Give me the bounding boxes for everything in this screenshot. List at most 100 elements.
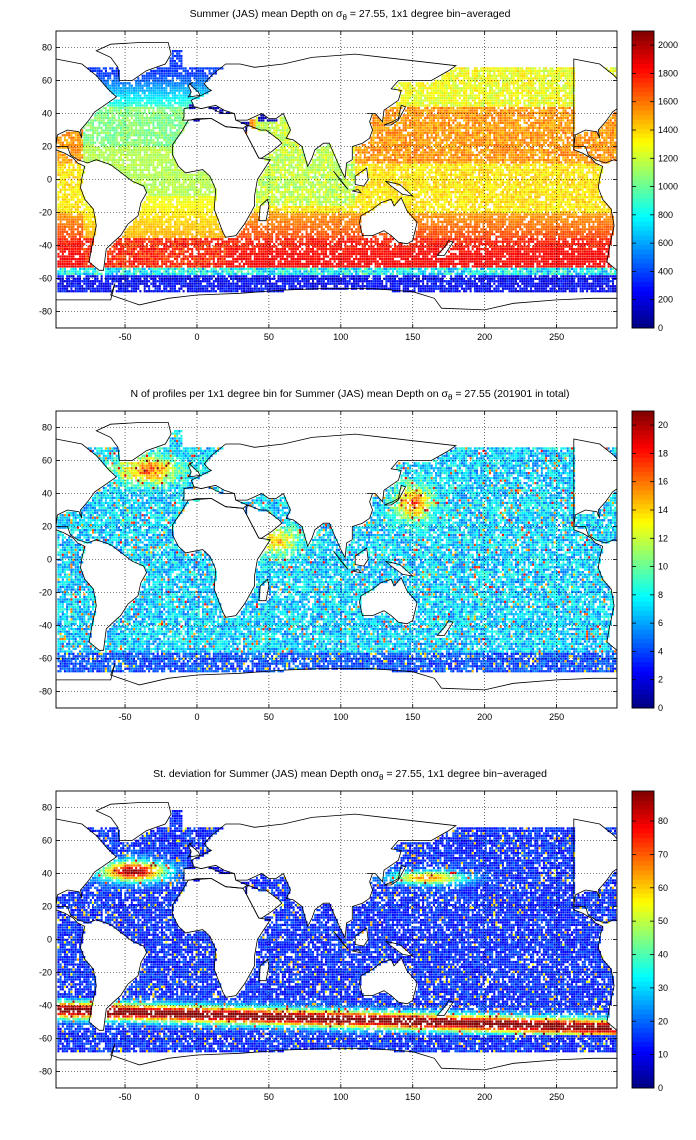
heatmap-cell xyxy=(366,149,369,152)
heatmap-cell xyxy=(284,124,287,127)
heatmap-cell xyxy=(174,62,177,65)
heatmap-cell xyxy=(549,74,552,77)
heatmap-cell xyxy=(130,158,133,162)
heatmap-cell xyxy=(113,119,116,122)
heatmap-cell xyxy=(154,82,157,85)
heatmap-cell xyxy=(286,144,289,147)
heatmap-cell xyxy=(139,156,142,159)
heatmap-cell xyxy=(609,141,612,144)
heatmap-cell xyxy=(558,97,561,100)
heatmap-cell xyxy=(398,106,401,110)
heatmap-cell xyxy=(558,99,561,102)
heatmap-cell xyxy=(171,67,174,70)
heatmap-cell xyxy=(260,121,263,125)
heatmap-cell xyxy=(551,131,554,134)
heatmap-cell xyxy=(92,124,95,127)
heatmap-cell xyxy=(452,114,455,117)
heatmap-cell xyxy=(452,141,455,144)
heatmap-cell xyxy=(568,131,571,134)
heatmap-cell xyxy=(504,72,507,75)
heatmap-cell xyxy=(560,67,563,70)
heatmap-cell xyxy=(499,116,502,120)
heatmap-cell xyxy=(92,149,95,152)
heatmap-cell xyxy=(456,92,459,95)
heatmap-cell xyxy=(128,94,131,97)
heatmap-cell xyxy=(551,158,554,162)
heatmap-cell xyxy=(115,77,118,80)
heatmap-cell xyxy=(171,84,174,87)
heatmap-cell xyxy=(428,144,431,147)
heatmap-cell xyxy=(150,149,153,152)
heatmap-cell xyxy=(126,102,129,105)
heatmap-cell xyxy=(191,106,194,110)
heatmap-cell xyxy=(152,102,155,105)
heatmap-cell xyxy=(547,111,550,115)
heatmap-cell xyxy=(491,116,494,120)
heatmap-cell xyxy=(120,82,123,85)
heatmap-cell xyxy=(497,129,500,132)
heatmap-cell xyxy=(553,144,556,147)
heatmap-cell xyxy=(107,77,110,80)
heatmap-cell xyxy=(178,126,181,129)
heatmap-cell xyxy=(486,79,489,82)
heatmap-cell xyxy=(510,146,513,149)
heatmap-cell xyxy=(536,149,539,152)
heatmap-cell xyxy=(411,139,414,142)
heatmap-cell xyxy=(359,146,362,149)
heatmap-cell xyxy=(411,89,414,92)
heatmap-cell xyxy=(551,116,554,120)
heatmap-cell xyxy=(497,82,500,85)
heatmap-cell xyxy=(435,102,438,105)
heatmap-cell xyxy=(98,121,101,125)
heatmap-cell xyxy=(109,102,112,105)
heatmap-cell xyxy=(426,129,429,132)
heatmap-cell xyxy=(124,146,127,149)
heatmap-cell xyxy=(467,104,470,107)
heatmap-cell xyxy=(163,121,166,125)
heatmap-cell xyxy=(463,124,466,127)
heatmap-cell xyxy=(113,72,116,75)
heatmap-cell xyxy=(542,89,545,92)
heatmap-cell xyxy=(519,79,522,82)
heatmap-cell xyxy=(391,131,394,134)
heatmap-cell xyxy=(171,69,174,73)
heatmap-cell xyxy=(612,131,615,134)
heatmap-cell xyxy=(540,126,543,129)
heatmap-cell xyxy=(493,104,496,107)
heatmap-cell xyxy=(156,104,159,107)
heatmap-cell xyxy=(111,109,114,112)
heatmap-cell xyxy=(476,87,479,90)
heatmap-cell xyxy=(443,109,446,112)
heatmap-cell xyxy=(530,82,533,85)
heatmap-cell xyxy=(562,87,565,90)
heatmap-cell xyxy=(454,119,457,122)
heatmap-cell xyxy=(281,134,284,137)
heatmap-cell xyxy=(154,69,157,73)
heatmap-cell xyxy=(555,134,558,137)
heatmap-cell xyxy=(508,102,511,105)
heatmap-cell xyxy=(551,111,554,115)
heatmap-cell xyxy=(465,84,468,87)
heatmap-cell xyxy=(100,77,103,80)
heatmap-cell xyxy=(443,158,446,162)
heatmap-cell xyxy=(370,158,373,162)
heatmap-cell xyxy=(452,92,455,95)
heatmap-cell xyxy=(156,77,159,80)
heatmap-cell xyxy=(555,82,558,85)
heatmap-cell xyxy=(519,84,522,87)
heatmap-cell xyxy=(430,134,433,137)
heatmap-cell xyxy=(296,153,299,157)
heatmap-cell xyxy=(504,82,507,85)
heatmap-cell xyxy=(57,156,60,159)
heatmap-cell xyxy=(514,104,517,107)
heatmap-cell xyxy=(558,124,561,127)
heatmap-cell xyxy=(204,72,207,75)
heatmap-cell xyxy=(163,116,166,120)
heatmap-cell xyxy=(558,119,561,122)
heatmap-cell xyxy=(476,136,479,139)
heatmap-cell xyxy=(530,156,533,159)
heatmap-cell xyxy=(92,153,95,157)
heatmap-cell xyxy=(396,149,399,152)
heatmap-cell xyxy=(460,136,463,139)
heatmap-cell xyxy=(575,151,578,154)
